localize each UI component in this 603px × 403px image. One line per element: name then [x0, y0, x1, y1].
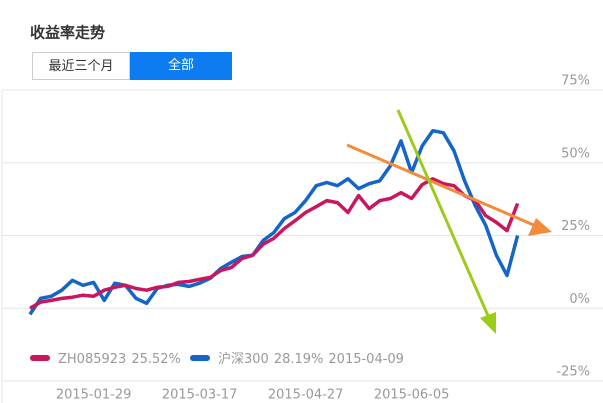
legend: ZH085923 25.52% 沪深300 28.19% 2015-04-09 [30, 351, 404, 367]
y-tick-label: 0% [569, 292, 590, 307]
x-tick-label: 2015-03-17 [162, 388, 238, 403]
lines [28, 128, 520, 316]
legend-date: 2015-04-09 [328, 352, 404, 367]
legend-value: 25.52% [131, 352, 181, 367]
orange-arrow [346, 143, 537, 228]
y-tick-label: 75% [561, 74, 590, 89]
legend-swatch [30, 355, 50, 361]
series-line [28, 128, 520, 316]
y-tick-label: 50% [561, 146, 590, 161]
legend-text: ZH085923 25.52% [58, 352, 181, 367]
y-tick-label: 25% [561, 219, 590, 234]
green-arrowhead [480, 312, 496, 334]
orange-arrowhead [528, 218, 552, 236]
green-arrow [396, 109, 491, 319]
legend-name: 沪深300 [218, 351, 269, 367]
y-tick-label: -25% [556, 365, 590, 380]
annotation-arrows [346, 109, 552, 334]
x-tick-label: 2015-04-27 [268, 388, 344, 403]
range-button[interactable]: 最近三个月 [32, 52, 130, 80]
range-button-active[interactable]: 全部 [130, 52, 232, 80]
chart-title: 收益率走势 [30, 24, 105, 42]
series-line [29, 177, 520, 310]
legend-text: 沪深300 28.19% 2015-04-09 [218, 351, 404, 367]
x-tick-label: 2015-06-05 [374, 388, 450, 403]
x-tick-label: 2015-01-29 [56, 388, 132, 403]
legend-value: 28.19% [274, 352, 324, 367]
grid: -25% 0% 25% 50% 75% 2015-01-29 2015-03-17 2015-… [2, 74, 603, 403]
legend-swatch [190, 355, 210, 361]
legend-name: ZH085923 [58, 352, 126, 367]
